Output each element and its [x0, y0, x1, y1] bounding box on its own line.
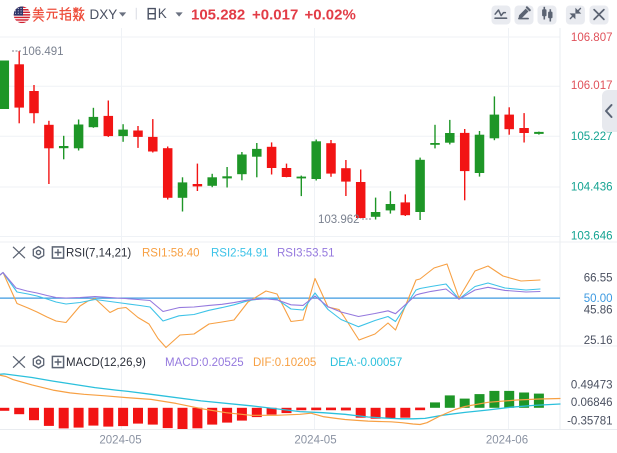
svg-text:DIF:0.10205: DIF:0.10205 [253, 357, 316, 369]
svg-text:RSI3:53.51: RSI3:53.51 [277, 248, 335, 260]
svg-text:+0.02%: +0.02% [305, 7, 356, 24]
svg-text:K: K [158, 6, 167, 21]
svg-text:105.282: 105.282 [191, 7, 245, 24]
svg-text:104.436: 104.436 [571, 182, 613, 194]
svg-text:105.227: 105.227 [571, 131, 613, 143]
svg-text:0.06846: 0.06846 [571, 397, 613, 409]
svg-text:2024-06: 2024-06 [486, 435, 528, 447]
svg-text:MACD:0.20525: MACD:0.20525 [165, 357, 244, 369]
svg-text:RSI2:54.91: RSI2:54.91 [211, 248, 269, 260]
svg-text:66.55: 66.55 [584, 273, 613, 285]
svg-text:103.646: 103.646 [571, 230, 613, 242]
svg-text:106.017: 106.017 [571, 80, 613, 92]
svg-text:2024-05: 2024-05 [294, 435, 336, 447]
svg-text:+0.017: +0.017 [252, 7, 298, 24]
svg-text:DXY: DXY [90, 7, 118, 22]
svg-text:RSI1:58.40: RSI1:58.40 [142, 248, 200, 260]
svg-text:25.16: 25.16 [584, 335, 613, 347]
svg-text:0.49473: 0.49473 [571, 380, 613, 392]
svg-text:50.00: 50.00 [584, 293, 613, 305]
svg-text:DEA:-0.00057: DEA:-0.00057 [330, 357, 402, 369]
svg-text:103.962: 103.962 [318, 214, 360, 226]
svg-text:106.807: 106.807 [571, 32, 613, 44]
svg-text:RSI(7,14,21): RSI(7,14,21) [66, 248, 131, 260]
svg-text:MACD(12,26,9): MACD(12,26,9) [66, 357, 146, 369]
svg-text:-0.35781: -0.35781 [567, 416, 612, 428]
svg-text:45.86: 45.86 [584, 304, 613, 316]
svg-text:106.491: 106.491 [22, 46, 64, 58]
svg-text:2024-05: 2024-05 [99, 435, 141, 447]
